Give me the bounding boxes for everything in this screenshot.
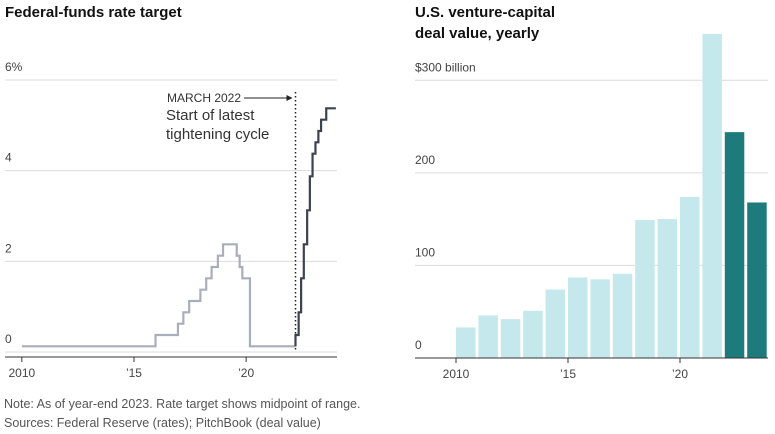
- annotation-arrowhead: [286, 95, 293, 101]
- bar: [612, 273, 633, 358]
- note: Note: As of year-end 2023. Rate target s…: [4, 397, 360, 411]
- annotation-label: MARCH 2022: [167, 91, 241, 105]
- x-tick-label: ’20: [672, 367, 688, 381]
- chart-title: Federal-funds rate target: [5, 4, 182, 21]
- y-tick-label: $300 billion: [415, 60, 476, 74]
- bar: [500, 319, 521, 358]
- bar: [590, 279, 610, 358]
- x-tick-label: ’15: [560, 367, 576, 381]
- x-tick-label: ’15: [126, 366, 142, 380]
- y-tick-label: 200: [415, 153, 435, 167]
- bar: [478, 315, 498, 358]
- bar: [635, 220, 655, 358]
- y-tick-label: 0: [415, 338, 422, 352]
- source: Sources: Federal Reserve (rates); PitchB…: [4, 416, 321, 430]
- annotation-note: Start of latest: [166, 107, 255, 124]
- annotation-note: tightening cycle: [166, 126, 269, 143]
- chart-title: deal value, yearly: [415, 25, 540, 42]
- chart-title: U.S. venture-capital: [415, 4, 555, 21]
- y-tick-label: 100: [415, 245, 435, 259]
- x-tick-label: ’20: [238, 366, 254, 380]
- bar: [657, 219, 678, 358]
- rate-line: [21, 243, 296, 348]
- bar: [724, 132, 745, 358]
- x-tick-label: 2010: [443, 367, 470, 381]
- y-tick-label: 6%: [5, 60, 23, 74]
- y-tick-label: 4: [5, 151, 12, 165]
- x-tick-label: 2010: [8, 366, 35, 380]
- bar: [545, 289, 566, 358]
- bar: [568, 277, 588, 358]
- y-tick-label: 0: [5, 332, 12, 346]
- y-tick-label: 2: [5, 241, 12, 255]
- bar: [702, 34, 722, 358]
- bar: [456, 327, 476, 358]
- bar: [523, 310, 543, 358]
- bar: [747, 202, 767, 358]
- rate-line: [294, 107, 336, 347]
- bar: [680, 196, 700, 358]
